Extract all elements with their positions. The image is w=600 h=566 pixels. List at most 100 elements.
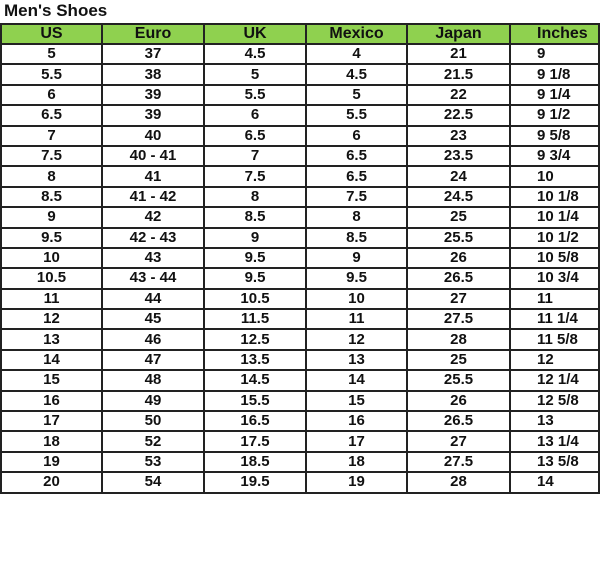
cell-us: 8.5 <box>0 185 103 209</box>
table-row: 13 46 12.5 12 28 11 5/8 <box>0 328 600 351</box>
cell-inches: 13 <box>509 410 600 433</box>
cell-inches: 9 3/4 <box>509 144 600 168</box>
cell-uk: 8.5 <box>203 206 307 229</box>
cell-japan: 27 <box>406 430 511 453</box>
cell-japan: 26 <box>406 246 511 270</box>
cell-inches: 9 1/2 <box>509 104 600 127</box>
cell-inches: 10 <box>509 165 600 188</box>
cell-inches: 14 <box>509 471 600 494</box>
column-header-uk: UK <box>203 23 307 45</box>
cell-mexico: 9 <box>305 246 408 270</box>
cell-us: 9 <box>0 206 103 229</box>
cell-euro: 54 <box>101 471 205 494</box>
cell-mexico: 15 <box>305 389 408 413</box>
cell-japan: 27 <box>406 287 511 311</box>
header-row: US Euro UK Mexico Japan Inches <box>0 23 600 45</box>
cell-japan: 21 <box>406 42 511 66</box>
cell-us: 16 <box>0 389 103 413</box>
cell-euro: 48 <box>101 369 205 392</box>
cell-euro: 41 - 42 <box>101 185 205 209</box>
cell-euro: 44 <box>101 287 205 311</box>
cell-mexico: 9.5 <box>305 267 408 290</box>
cell-japan: 21.5 <box>406 63 511 86</box>
cell-euro: 47 <box>101 348 205 372</box>
cell-inches: 13 1/4 <box>509 430 600 453</box>
cell-mexico: 4 <box>305 42 408 66</box>
table-row: 7.5 40 - 41 7 6.5 23.5 9 3/4 <box>0 144 600 168</box>
cell-euro: 53 <box>101 450 205 474</box>
cell-uk: 12.5 <box>203 328 307 351</box>
cell-uk: 11.5 <box>203 308 307 331</box>
cell-mexico: 6.5 <box>305 144 408 168</box>
cell-uk: 5.5 <box>203 83 307 107</box>
cell-japan: 25.5 <box>406 226 511 249</box>
cell-us: 20 <box>0 471 103 494</box>
cell-euro: 40 <box>101 124 205 147</box>
table-row: 10 43 9.5 9 26 10 5/8 <box>0 246 600 270</box>
cell-uk: 6.5 <box>203 124 307 147</box>
cell-japan: 27.5 <box>406 308 511 331</box>
cell-japan: 28 <box>406 471 511 494</box>
table-row: 5 37 4.5 4 21 9 <box>0 42 600 66</box>
cell-uk: 9.5 <box>203 267 307 290</box>
cell-mexico: 13 <box>305 348 408 372</box>
cell-us: 5 <box>0 42 103 66</box>
cell-us: 6 <box>0 83 103 107</box>
cell-inches: 11 5/8 <box>509 328 600 351</box>
table-row: 16 49 15.5 15 26 12 5/8 <box>0 389 600 413</box>
cell-uk: 5 <box>203 63 307 86</box>
cell-inches: 12 <box>509 348 600 372</box>
cell-us: 7.5 <box>0 144 103 168</box>
cell-inches: 12 5/8 <box>509 389 600 413</box>
cell-euro: 45 <box>101 308 205 331</box>
table-row: 11 44 10.5 10 27 11 <box>0 287 600 311</box>
cell-us: 13 <box>0 328 103 351</box>
cell-mexico: 19 <box>305 471 408 494</box>
cell-mexico: 17 <box>305 430 408 453</box>
page-title: Men's Shoes <box>4 1 108 20</box>
cell-uk: 19.5 <box>203 471 307 494</box>
column-header-japan: Japan <box>406 23 511 45</box>
table-row: 19 53 18.5 18 27.5 13 5/8 <box>0 450 600 474</box>
table-row: 10.5 43 - 44 9.5 9.5 26.5 10 3/4 <box>0 267 600 290</box>
cell-mexico: 10 <box>305 287 408 311</box>
column-header-us: US <box>0 23 103 45</box>
cell-uk: 9 <box>203 226 307 249</box>
cell-uk: 8 <box>203 185 307 209</box>
cell-japan: 26.5 <box>406 410 511 433</box>
cell-uk: 6 <box>203 104 307 127</box>
cell-euro: 43 - 44 <box>101 267 205 290</box>
cell-uk: 7 <box>203 144 307 168</box>
cell-japan: 22.5 <box>406 104 511 127</box>
cell-mexico: 5 <box>305 83 408 107</box>
cell-us: 6.5 <box>0 104 103 127</box>
cell-uk: 17.5 <box>203 430 307 453</box>
cell-inches: 10 1/4 <box>509 206 600 229</box>
cell-us: 10.5 <box>0 267 103 290</box>
cell-us: 5.5 <box>0 63 103 86</box>
cell-japan: 26 <box>406 389 511 413</box>
size-chart-table: US Euro UK Mexico Japan Inches 5 37 4.5 4 21 9 5.5 3… <box>0 23 600 494</box>
table-row: 5.5 38 5 4.5 21.5 9 1/8 <box>0 63 600 86</box>
cell-japan: 25 <box>406 348 511 372</box>
cell-inches: 10 1/8 <box>509 185 600 209</box>
cell-euro: 49 <box>101 389 205 413</box>
cell-uk: 18.5 <box>203 450 307 474</box>
table-row: 8.5 41 - 42 8 7.5 24.5 10 1/8 <box>0 185 600 209</box>
cell-inches: 11 1/4 <box>509 308 600 331</box>
cell-us: 7 <box>0 124 103 147</box>
cell-mexico: 8 <box>305 206 408 229</box>
cell-inches: 10 1/2 <box>509 226 600 249</box>
cell-inches: 9 1/8 <box>509 63 600 86</box>
cell-inches: 13 5/8 <box>509 450 600 474</box>
cell-mexico: 6.5 <box>305 165 408 188</box>
cell-euro: 39 <box>101 83 205 107</box>
cell-euro: 42 <box>101 206 205 229</box>
table-row: 9 42 8.5 8 25 10 1/4 <box>0 206 600 229</box>
cell-uk: 16.5 <box>203 410 307 433</box>
cell-inches: 12 1/4 <box>509 369 600 392</box>
cell-japan: 25 <box>406 206 511 229</box>
cell-mexico: 7.5 <box>305 185 408 209</box>
cell-japan: 22 <box>406 83 511 107</box>
cell-japan: 23 <box>406 124 511 147</box>
